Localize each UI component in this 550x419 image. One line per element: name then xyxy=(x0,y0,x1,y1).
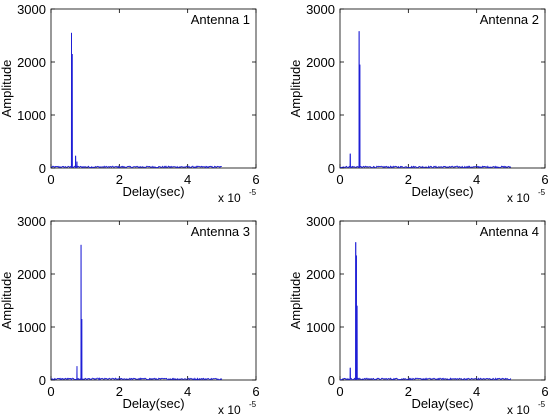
subplot-4: 0 2 4 6 0 1000 2000 3000 Delay(sec) Amplitude x 10… xyxy=(288,214,549,417)
x-axis-exponent-power: -5 xyxy=(249,400,257,409)
plot-area-frame xyxy=(50,8,257,169)
y-tick-label: 3000 xyxy=(306,2,335,17)
x-tick-label: 4 xyxy=(184,172,191,187)
x-tick-label: 2 xyxy=(116,172,123,187)
x-axis-exponent-power: -5 xyxy=(538,400,546,409)
y-tick-label: 1000 xyxy=(17,108,46,123)
y-tick-label: 2000 xyxy=(306,267,335,282)
panel-title: Antenna 1 xyxy=(191,12,250,27)
y-tick-label: 1000 xyxy=(17,320,46,335)
x-tick-label: 4 xyxy=(473,384,480,399)
y-tick-label: 3000 xyxy=(306,214,335,229)
y-tick-label: 3000 xyxy=(17,214,46,229)
x-tick-label: 0 xyxy=(47,384,54,399)
x-axis-exponent-label: x 10 xyxy=(507,191,530,205)
y-tick-label: 1000 xyxy=(306,320,335,335)
x-tick-label: 4 xyxy=(473,172,480,187)
x-tick-label: 2 xyxy=(116,384,123,399)
panel-title: Antenna 2 xyxy=(480,12,539,27)
x-tick-label: 0 xyxy=(47,172,54,187)
plot-area-frame xyxy=(339,220,546,381)
y-tick-label: 2000 xyxy=(17,55,46,70)
x-axis-label: Delay(sec) xyxy=(122,396,184,411)
y-axis-label: Amplitude xyxy=(0,272,14,330)
panel-title: Antenna 3 xyxy=(191,224,250,239)
x-axis-exponent-power: -5 xyxy=(538,188,546,197)
y-axis-label: Amplitude xyxy=(288,60,303,118)
x-axis-exponent-power: -5 xyxy=(249,188,257,197)
y-tick-label: 0 xyxy=(39,161,46,176)
y-tick-label: 0 xyxy=(39,373,46,388)
subplot-3: 0 2 4 6 0 1000 2000 3000 Delay(sec) Amplitude x 10… xyxy=(0,214,260,417)
series-line xyxy=(339,242,512,381)
y-tick-label: 3000 xyxy=(17,2,46,17)
x-axis-exponent-label: x 10 xyxy=(507,403,530,417)
x-tick-label: 2 xyxy=(405,384,412,399)
plot-area-frame xyxy=(50,220,257,381)
y-axis-label: Amplitude xyxy=(288,272,303,330)
x-axis-exponent-label: x 10 xyxy=(218,191,241,205)
series-line xyxy=(339,31,512,169)
x-tick-label: 6 xyxy=(252,172,259,187)
y-tick-label: 0 xyxy=(328,373,335,388)
x-tick-label: 6 xyxy=(252,384,259,399)
y-tick-label: 0 xyxy=(328,161,335,176)
panel-title: Antenna 4 xyxy=(480,224,539,239)
x-axis-exponent-label: x 10 xyxy=(218,403,241,417)
x-tick-label: 2 xyxy=(405,172,412,187)
series-line xyxy=(50,244,223,381)
x-tick-label: 6 xyxy=(541,384,548,399)
x-axis-label: Delay(sec) xyxy=(411,184,473,199)
x-tick-label: 4 xyxy=(184,384,191,399)
x-axis-label: Delay(sec) xyxy=(411,396,473,411)
x-tick-label: 0 xyxy=(336,384,343,399)
subplot-2: 0 2 4 6 0 1000 2000 3000 Delay(sec) Amplitude x 10… xyxy=(288,2,549,205)
x-tick-label: 6 xyxy=(541,172,548,187)
x-tick-label: 0 xyxy=(336,172,343,187)
x-axis-label: Delay(sec) xyxy=(122,184,184,199)
y-tick-label: 1000 xyxy=(306,108,335,123)
y-tick-label: 2000 xyxy=(306,55,335,70)
y-tick-label: 2000 xyxy=(17,267,46,282)
y-axis-label: Amplitude xyxy=(0,60,14,118)
subplot-1: 0 2 4 6 0 1000 2000 3000 Delay(sec) Amplitude x 10… xyxy=(0,2,260,205)
